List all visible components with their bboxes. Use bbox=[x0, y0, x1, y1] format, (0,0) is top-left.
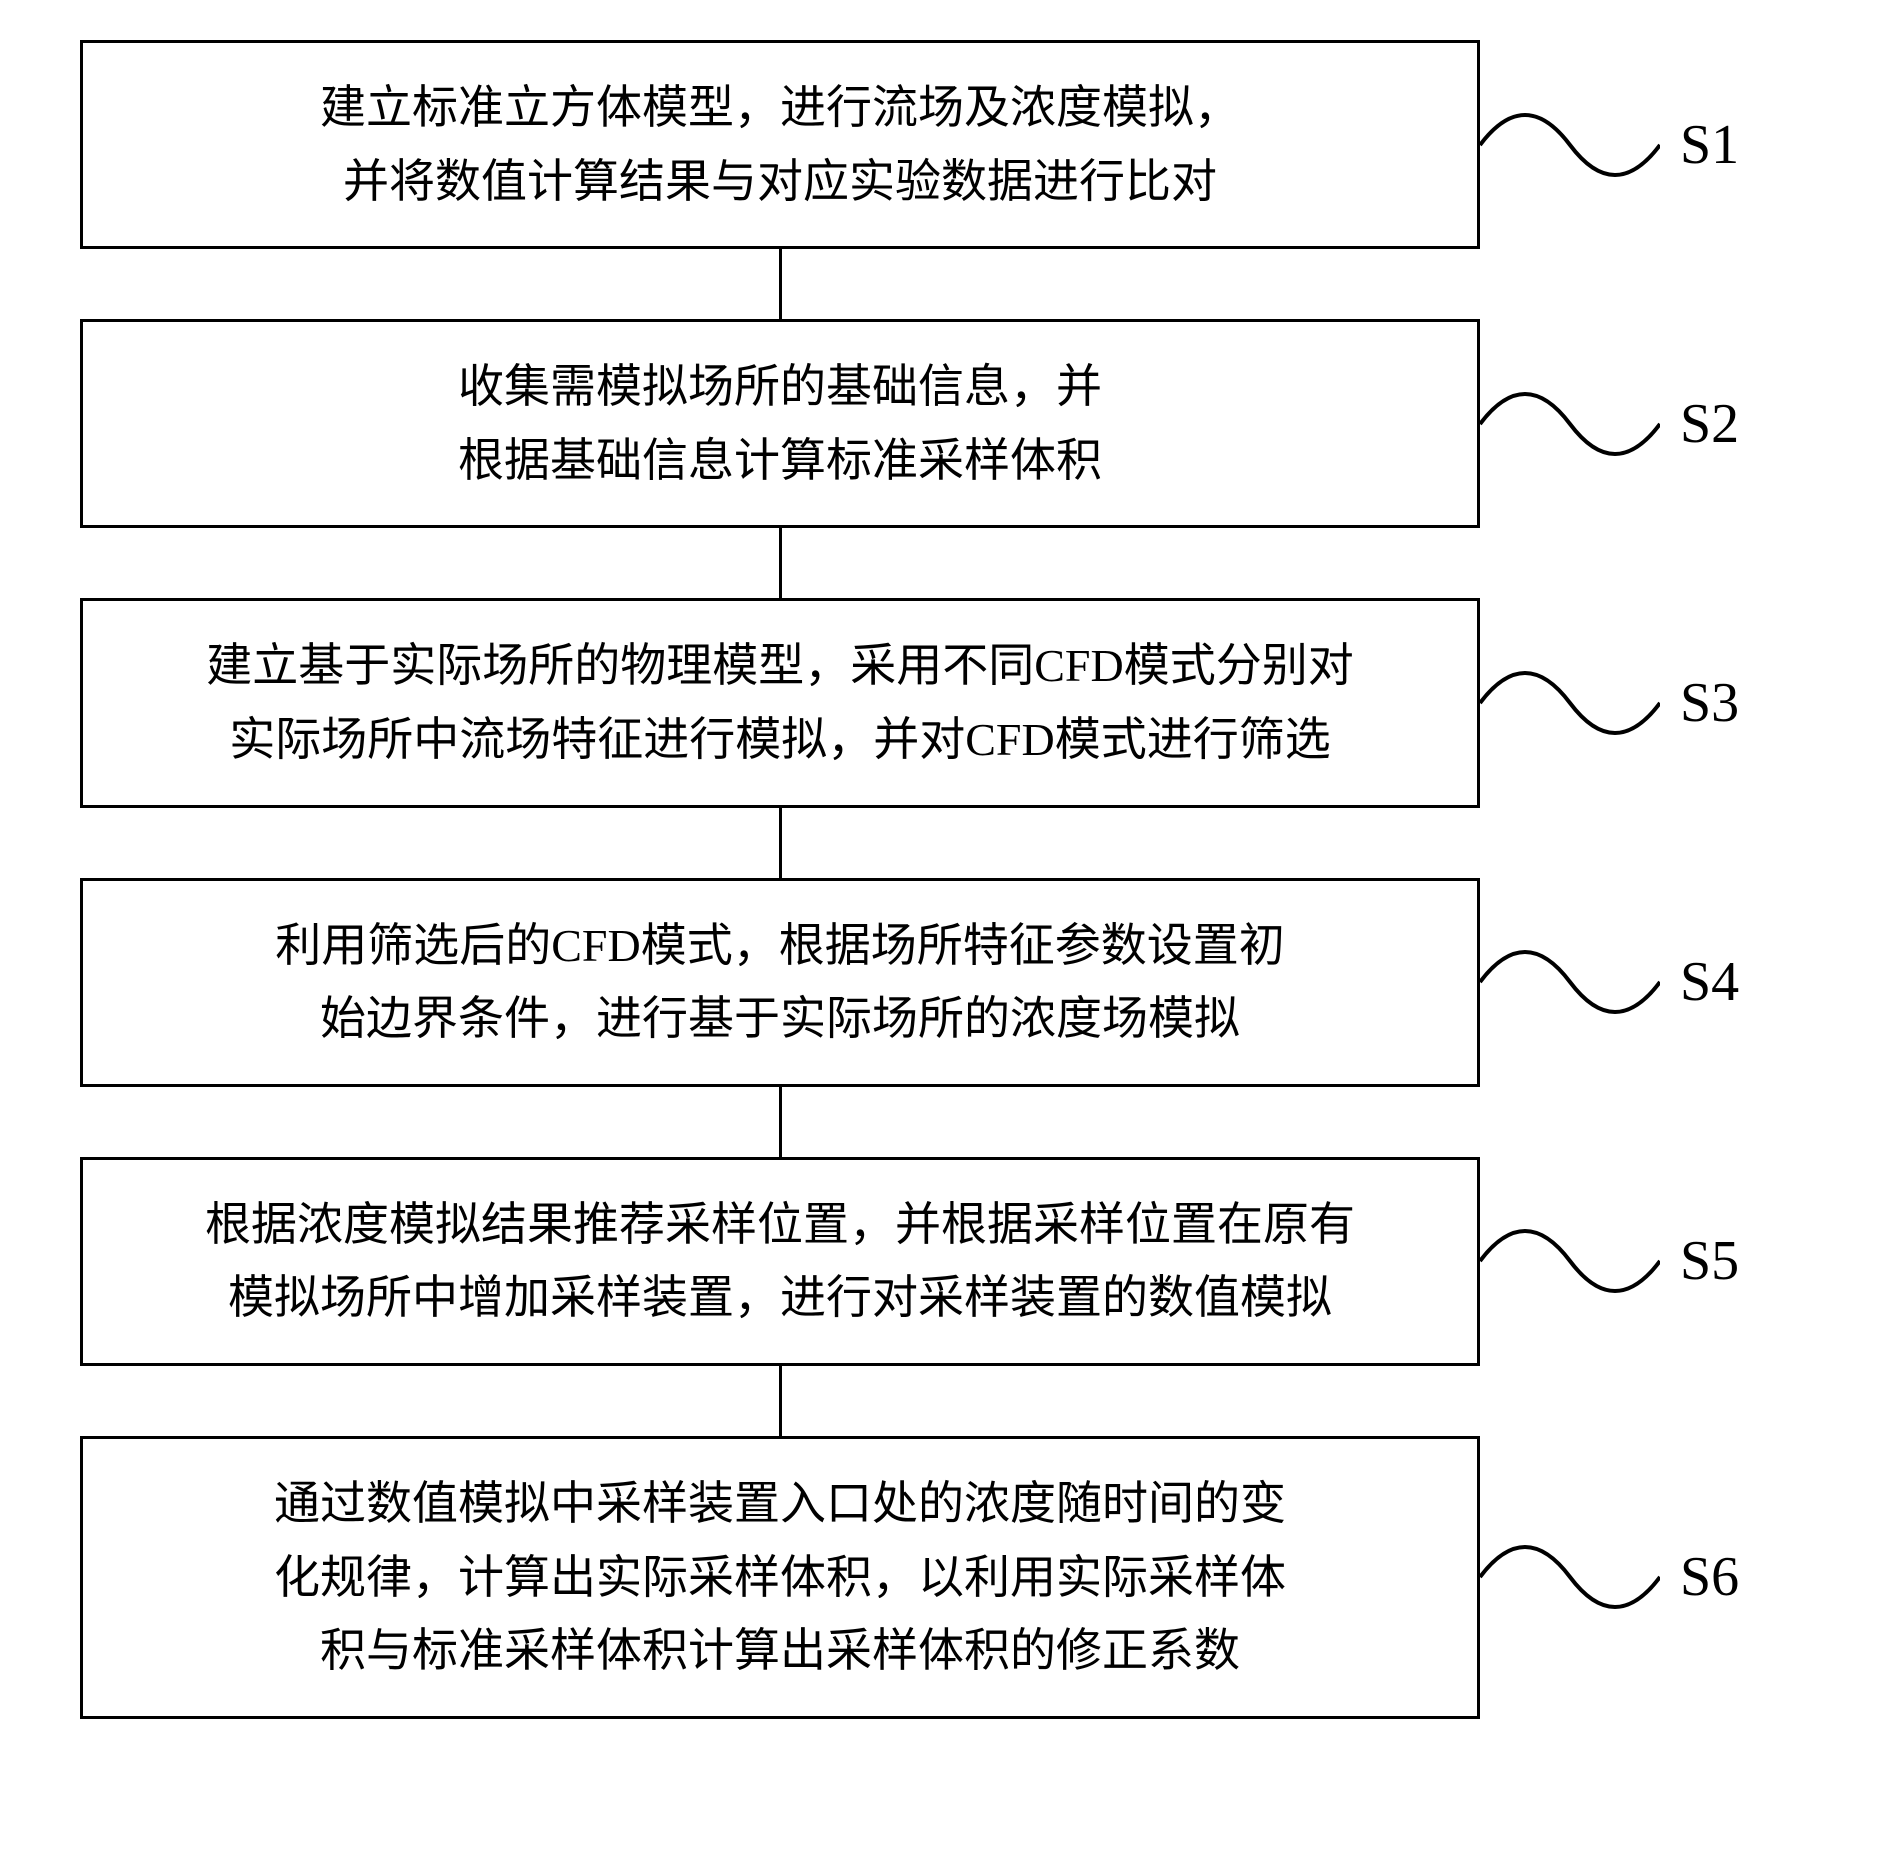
connector-wrap bbox=[80, 1087, 1480, 1157]
connector-wrap bbox=[80, 1366, 1480, 1436]
connector-wave bbox=[1480, 1527, 1660, 1627]
step-row: 根据浓度模拟结果推荐采样位置，并根据采样位置在原有模拟场所中增加采样装置，进行对… bbox=[20, 1157, 1882, 1366]
connector-wave bbox=[1480, 932, 1660, 1032]
step-row: 建立标准立方体模型，进行流场及浓度模拟，并将数值计算结果与对应实验数据进行比对 S… bbox=[20, 40, 1882, 249]
step-box: 利用筛选后的CFD模式，根据场所特征参数设置初始边界条件，进行基于实际场所的浓度… bbox=[80, 878, 1480, 1087]
step-box: 收集需模拟场所的基础信息，并根据基础信息计算标准采样体积 bbox=[80, 319, 1480, 528]
step-box: 通过数值模拟中采样装置入口处的浓度随时间的变化规律，计算出实际采样体积，以利用实… bbox=[80, 1436, 1480, 1719]
step-row: 利用筛选后的CFD模式，根据场所特征参数设置初始边界条件，进行基于实际场所的浓度… bbox=[20, 878, 1882, 1087]
connector-line bbox=[779, 808, 782, 878]
connector-line bbox=[779, 249, 782, 319]
connector-wave bbox=[1480, 374, 1660, 474]
step-label: S5 bbox=[1680, 1229, 1739, 1293]
connector-wave bbox=[1480, 653, 1660, 753]
connector-line bbox=[779, 1366, 782, 1436]
step-box: 建立基于实际场所的物理模型，采用不同CFD模式分别对实际场所中流场特征进行模拟，… bbox=[80, 598, 1480, 807]
step-label: S6 bbox=[1680, 1545, 1739, 1609]
step-row: 收集需模拟场所的基础信息，并根据基础信息计算标准采样体积 S2 bbox=[20, 319, 1882, 528]
step-label: S3 bbox=[1680, 671, 1739, 735]
step-label: S1 bbox=[1680, 113, 1739, 177]
step-box: 根据浓度模拟结果推荐采样位置，并根据采样位置在原有模拟场所中增加采样装置，进行对… bbox=[80, 1157, 1480, 1366]
connector-wave bbox=[1480, 95, 1660, 195]
flowchart-container: 建立标准立方体模型，进行流场及浓度模拟，并将数值计算结果与对应实验数据进行比对 S… bbox=[20, 40, 1882, 1719]
step-label: S2 bbox=[1680, 392, 1739, 456]
connector-wave bbox=[1480, 1211, 1660, 1311]
connector-line bbox=[779, 1087, 782, 1157]
connector-line bbox=[779, 528, 782, 598]
step-label: S4 bbox=[1680, 950, 1739, 1014]
step-row: 建立基于实际场所的物理模型，采用不同CFD模式分别对实际场所中流场特征进行模拟，… bbox=[20, 598, 1882, 807]
step-box: 建立标准立方体模型，进行流场及浓度模拟，并将数值计算结果与对应实验数据进行比对 bbox=[80, 40, 1480, 249]
connector-wrap bbox=[80, 808, 1480, 878]
connector-wrap bbox=[80, 528, 1480, 598]
step-row: 通过数值模拟中采样装置入口处的浓度随时间的变化规律，计算出实际采样体积，以利用实… bbox=[20, 1436, 1882, 1719]
connector-wrap bbox=[80, 249, 1480, 319]
